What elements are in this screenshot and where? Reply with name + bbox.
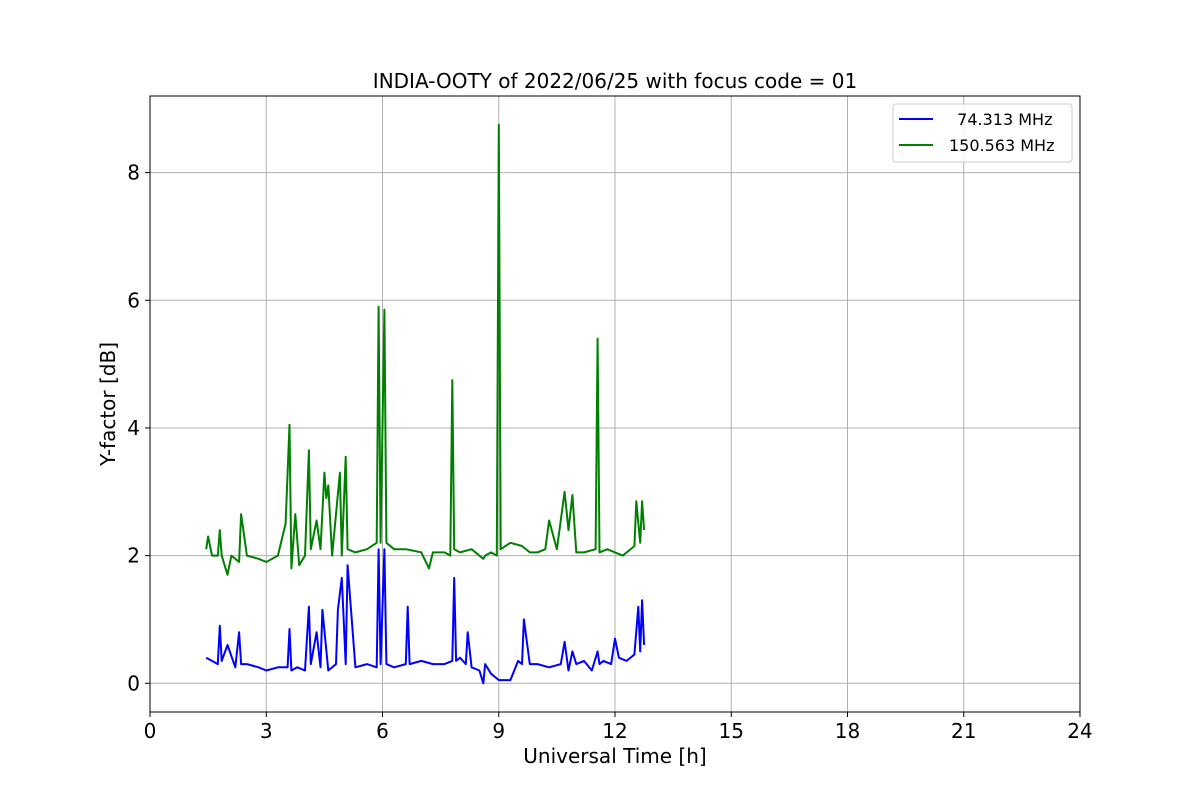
x-tick-label: 18 — [835, 719, 860, 743]
y-axis: 0 2 4 6 8 — [127, 161, 150, 695]
y-tick-label: 4 — [127, 416, 140, 440]
x-tick-label: 15 — [719, 719, 744, 743]
y-tick-label: 2 — [127, 544, 140, 568]
legend: 74.313 MHz 150.563 MHz — [892, 103, 1073, 163]
x-tick-label: 6 — [376, 719, 389, 743]
x-tick-label: 3 — [260, 719, 273, 743]
x-tick-label: 24 — [1067, 719, 1092, 743]
legend-box — [892, 103, 1073, 163]
y-tick-label: 6 — [127, 288, 140, 312]
series-line-1 — [205, 548, 646, 685]
legend-label-series-1: 74.313 MHz — [947, 110, 1052, 129]
x-tick-label: 9 — [492, 719, 505, 743]
y-tick-label: 0 — [127, 671, 140, 695]
x-axis: 0 3 6 9 12 15 18 21 24 — [144, 712, 1093, 743]
series-line-2 — [205, 123, 646, 576]
plot-lines — [205, 123, 646, 685]
x-tick-label: 21 — [951, 719, 976, 743]
chart-title: INDIA-OOTY of 2022/06/25 with focus code… — [373, 69, 857, 93]
x-tick-label: 12 — [602, 719, 627, 743]
x-axis-label: Universal Time [h] — [523, 744, 706, 768]
y-axis-label: Y-factor [dB] — [96, 342, 120, 467]
y-tick-label: 8 — [127, 161, 140, 185]
legend-label-series-2: 150.563 MHz — [949, 136, 1054, 155]
x-tick-label: 0 — [144, 719, 157, 743]
